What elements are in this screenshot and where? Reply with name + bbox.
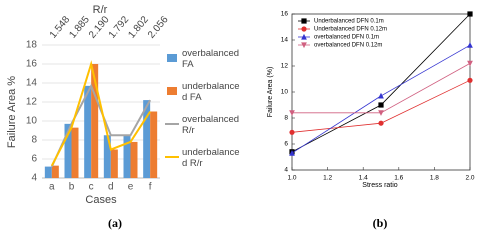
bar <box>143 100 151 178</box>
x-tick-label: 1.0 <box>287 175 296 182</box>
bar <box>130 141 138 178</box>
point <box>467 42 473 48</box>
point <box>378 102 384 108</box>
bar <box>51 165 59 178</box>
x-tick-label: 1.2 <box>323 175 332 182</box>
legend-label: Underbalanced DFN 0.1m <box>314 19 384 25</box>
y-tick-label: 10 <box>281 89 289 96</box>
point <box>289 149 295 156</box>
point <box>289 129 295 135</box>
top-tick-label: 1.548 <box>48 14 73 41</box>
y-tick-label: 6 <box>284 141 288 148</box>
y-tick-label: 18 <box>26 40 38 51</box>
y-tick-label: 14 <box>281 37 289 44</box>
y-tick-label: 12 <box>26 97 38 108</box>
x-axis-title: Stress ratio <box>362 182 398 189</box>
legend-label: underbalanced R/r <box>182 147 240 169</box>
top-tick-label: 1.885 <box>67 14 92 41</box>
y-tick-label: 10 <box>26 116 38 127</box>
legend-label: Underbalanced DFN 0.12m <box>314 27 387 33</box>
line <box>50 60 152 167</box>
top-axis-title: R/r <box>93 4 108 16</box>
bar <box>103 135 111 178</box>
y-tick-label: 16 <box>26 59 38 70</box>
x-axis-title: Cases <box>85 194 117 206</box>
point <box>467 60 473 67</box>
legend-label: overbalanced R/r <box>182 114 240 136</box>
figure: R/r Failure Area % Cases (a) Stress rati… <box>6 4 475 230</box>
y-tick-label: 16 <box>281 11 289 18</box>
x-tick-label: d <box>108 182 114 193</box>
x-tick-label: a <box>49 182 55 193</box>
top-tick-label: 2.190 <box>87 14 112 41</box>
legend-label: overbalanced DFN 0.1m <box>314 35 379 41</box>
legend-label: overbalanced DFN 0.12m <box>314 43 382 49</box>
x-tick-label: 2.0 <box>465 175 474 182</box>
legend-label: overbalanced FA <box>182 48 240 70</box>
x-tick-label: f <box>149 182 152 193</box>
bar <box>91 64 99 178</box>
caption: (b) <box>373 216 388 230</box>
point <box>467 11 473 17</box>
y-tick-label: 6 <box>31 154 37 165</box>
x-tick-label: 1.8 <box>430 175 439 182</box>
y-tick-label: 4 <box>31 173 37 184</box>
point <box>378 110 384 116</box>
bar <box>110 149 118 178</box>
bar <box>150 111 158 178</box>
bar <box>64 123 72 178</box>
line <box>291 44 471 154</box>
y-tick-label: 8 <box>284 115 288 122</box>
bar <box>84 85 92 178</box>
bar <box>44 166 52 178</box>
y-tick-label: 12 <box>281 63 289 70</box>
top-tick-label: 2.056 <box>146 14 171 41</box>
x-tick-label: 1.4 <box>359 175 368 182</box>
y-tick-label: 4 <box>284 167 288 174</box>
point <box>378 92 384 99</box>
legend-marker <box>301 26 307 32</box>
x-tick-label: e <box>128 182 134 193</box>
top-tick-label: 1.792 <box>107 14 132 41</box>
x-tick-label: b <box>69 182 75 193</box>
y-tick-label: 14 <box>26 78 38 89</box>
point <box>289 110 295 116</box>
x-tick-label: 1.6 <box>394 175 403 182</box>
legend-marker <box>301 33 307 40</box>
chart: R/r Failure Area % Cases (a) Stress rati… <box>6 4 475 230</box>
legend-swatch <box>167 87 177 95</box>
legend-marker <box>301 18 307 24</box>
legend-label: underbalanced FA <box>182 81 240 103</box>
caption: (a) <box>108 216 122 230</box>
legend-marker <box>301 42 307 49</box>
bar <box>71 127 79 178</box>
y-axis-title: Failure Area % <box>6 76 18 148</box>
y-tick-label: 8 <box>31 135 37 146</box>
point <box>378 120 384 126</box>
legend-swatch <box>167 54 177 62</box>
top-tick-label: 1.802 <box>126 14 151 41</box>
point <box>467 77 473 83</box>
x-tick-label: c <box>89 182 94 193</box>
bar <box>123 135 131 178</box>
y-axis-title: Failure Area (%) <box>267 67 274 118</box>
